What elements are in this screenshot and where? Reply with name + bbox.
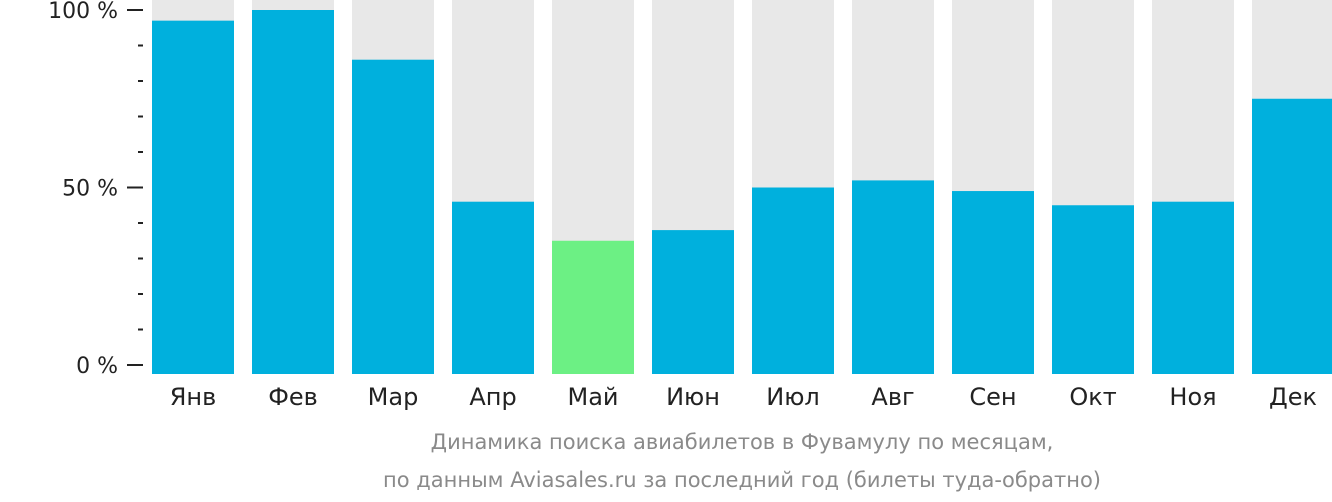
- x-tick-label: Мар: [368, 383, 419, 411]
- x-tick-label: Июл: [766, 383, 820, 411]
- bar-3: [352, 59, 434, 374]
- x-tick-label: Янв: [170, 383, 217, 411]
- data-bars: [152, 10, 1332, 375]
- x-tick-label: Июн: [666, 383, 720, 411]
- x-tick-label: Авг: [871, 383, 914, 411]
- bar-5: [552, 240, 634, 374]
- bar-9: [952, 191, 1034, 374]
- bar-12: [1252, 98, 1332, 374]
- x-tick-label: Окт: [1069, 383, 1116, 411]
- bar-4: [452, 201, 534, 374]
- bar-10: [1052, 205, 1134, 374]
- chart-caption-line-1: Динамика поиска авиабилетов в Фувамулу п…: [430, 430, 1054, 454]
- bar-2: [252, 10, 334, 374]
- y-tick-label: 0 %: [76, 354, 118, 379]
- x-tick-label: Сен: [969, 383, 1016, 411]
- x-tick-label: Ноя: [1169, 383, 1216, 411]
- bar-7: [752, 187, 834, 374]
- bar-1: [152, 20, 234, 375]
- chart-caption-line-2: по данным Aviasales.ru за последний год …: [383, 468, 1101, 492]
- y-tick-label: 100 %: [48, 0, 118, 24]
- bar-11: [1152, 201, 1234, 374]
- bar-8: [852, 180, 934, 374]
- y-axis: 0 % 50 % 100 %: [48, 0, 143, 379]
- y-tick-label: 50 %: [62, 177, 118, 202]
- x-tick-label: Дек: [1269, 383, 1317, 411]
- x-axis-labels: Янв Фев Мар Апр Май Июн Июл Авг Сен Окт Ноя Дек: [170, 383, 1317, 411]
- x-tick-label: Май: [567, 383, 618, 411]
- bar-chart: 0 % 50 % 100 % Янв Фев Мар Апр Май Июн Июл Авг Сен…: [48, 0, 1332, 411]
- x-tick-label: Фев: [268, 383, 318, 411]
- bar-6: [652, 230, 734, 374]
- x-tick-label: Апр: [469, 383, 516, 411]
